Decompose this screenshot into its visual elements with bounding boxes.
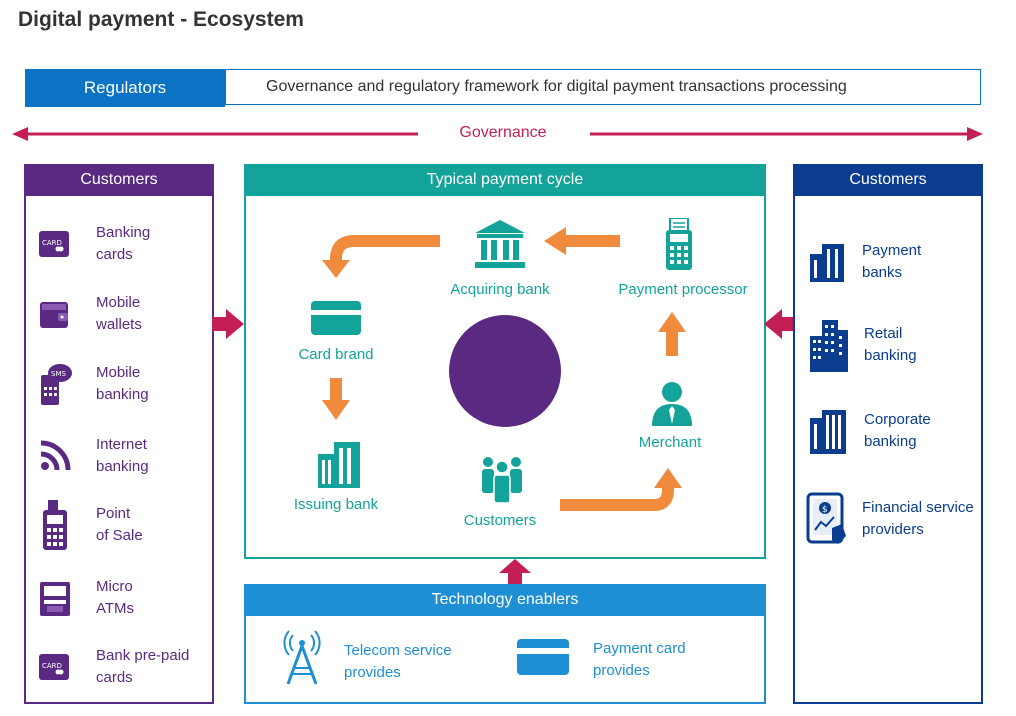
page-title: Digital payment - Ecosystem <box>18 8 304 31</box>
right-customers-heading: Customers <box>793 164 983 196</box>
building-icon <box>810 244 844 282</box>
left-customers-heading: Customers <box>24 164 214 196</box>
right-item-financial-service-providers: $ Financial service providers <box>806 492 974 546</box>
left-item-banking-cards: CARD Banking cards <box>38 222 150 266</box>
tech-enablers-heading: Technology enablers <box>244 584 766 616</box>
left-item-internet-banking: Internet banking <box>38 434 149 478</box>
office-building-icon <box>318 442 360 488</box>
tablet-finance-icon: $ <box>806 492 846 544</box>
left-item-label: Bank pre-paid cards <box>96 647 190 686</box>
svg-text:CARD: CARD <box>42 662 62 670</box>
card-reader-icon <box>666 218 692 270</box>
card-brand-label: Card brand <box>298 346 374 363</box>
governance-label: Governance <box>459 124 547 141</box>
acquiring-bank-label: Acquiring bank <box>450 281 550 298</box>
card-icon: CARD <box>39 654 69 680</box>
payment-processor-label: Payment processor <box>618 281 748 298</box>
wifi-icon <box>40 440 71 471</box>
right-item-label: Payment banks <box>862 242 922 281</box>
left-item-label: Mobile wallets <box>96 294 142 333</box>
city-buildings-icon <box>810 320 848 372</box>
atm-icon <box>40 582 70 616</box>
left-item-micro-atms: Micro ATMs <box>38 576 134 620</box>
left-item-label: Mobile banking <box>96 364 149 403</box>
payment-card-provider-label: Payment card provides <box>593 640 686 679</box>
right-item-corporate-banking: Corporate banking <box>808 408 931 454</box>
governance-arrows <box>12 127 983 141</box>
bank-icon <box>475 220 525 268</box>
left-item-label: Banking cards <box>96 224 151 263</box>
arrow-merchant-to-processor <box>658 312 686 356</box>
payment-cycle-heading: Typical payment cycle <box>244 164 766 196</box>
telecom-tower-icon <box>283 630 321 685</box>
left-item-bank-prepaid-cards: CARD Bank pre-paid cards <box>38 645 189 689</box>
customers-group-icon <box>482 457 522 504</box>
telecom-label: Telecom service provides <box>344 642 452 681</box>
merchant-icon <box>652 382 692 426</box>
arrow-customers-to-merchant <box>560 468 682 511</box>
payment-card-icon <box>517 639 569 675</box>
wallet-icon <box>40 302 68 328</box>
regulators-label: Regulators <box>25 69 225 107</box>
card-icon: CARD <box>39 231 69 257</box>
pos-terminal-icon <box>43 500 67 550</box>
left-item-label: Internet banking <box>96 436 149 475</box>
right-connector-arrow <box>764 309 794 339</box>
svg-text:SMS: SMS <box>51 370 66 378</box>
issuing-bank-label: Issuing bank <box>293 496 379 513</box>
left-item-label: Point of Sale <box>96 505 143 544</box>
arrow-processor-to-acquiring <box>544 227 620 255</box>
governance-right-arrow <box>590 127 983 141</box>
left-connector-arrow <box>212 309 244 339</box>
arrow-card-brand-to-issuing <box>322 378 350 420</box>
left-item-label: Micro ATMs <box>96 578 135 617</box>
governance-left-arrow <box>12 127 418 141</box>
right-item-label: Retail banking <box>864 325 917 364</box>
right-item-retail-banking: Retail banking <box>808 318 917 372</box>
svg-text:$: $ <box>822 505 828 515</box>
left-item-mobile-banking: SMS Mobile banking <box>38 362 149 406</box>
customers-center-label: Customers <box>463 512 537 529</box>
arrow-acquiring-to-card-brand <box>322 235 440 278</box>
right-item-payment-banks: Payment banks <box>808 240 921 284</box>
center-circle <box>449 315 561 427</box>
flow-arrows <box>322 227 686 511</box>
card-brand-icon <box>311 301 361 335</box>
regulators-description: Governance and regulatory framework for … <box>225 69 981 105</box>
left-item-mobile-wallets: Mobile wallets <box>38 292 142 336</box>
merchant-label: Merchant <box>638 434 702 451</box>
tech-up-arrow <box>499 559 531 586</box>
right-item-label: Corporate banking <box>864 411 931 450</box>
right-item-label: Financial service providers <box>862 499 974 538</box>
office-building-icon <box>810 410 846 454</box>
sms-phone-icon: SMS <box>41 364 72 405</box>
left-item-point-of-sale: Point of Sale <box>38 500 143 550</box>
svg-text:CARD: CARD <box>42 239 62 247</box>
